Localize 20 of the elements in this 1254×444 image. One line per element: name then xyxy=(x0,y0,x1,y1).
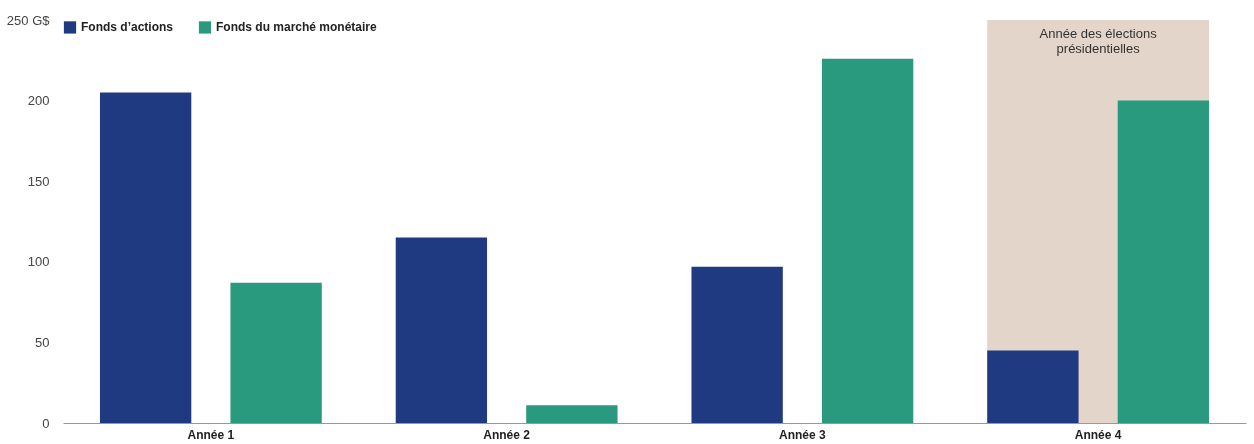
y-tick-label: 250 G$ xyxy=(6,12,51,28)
bar xyxy=(99,92,192,423)
bar xyxy=(987,350,1079,423)
bar xyxy=(395,237,488,423)
y-tick-label: 50 xyxy=(35,334,50,350)
y-tick-label: 100 xyxy=(27,254,50,270)
y-tick-label: 200 xyxy=(27,93,50,109)
x-tick-label: Année 4 xyxy=(1074,427,1122,442)
x-tick-label: Année 3 xyxy=(779,427,827,442)
legend-label: Fonds d’actions xyxy=(81,20,174,35)
x-tick-label: Année 1 xyxy=(187,427,235,442)
y-tick-label: 150 xyxy=(27,173,50,189)
bar xyxy=(230,282,322,423)
legend-label: Fonds du marché monétaire xyxy=(216,20,378,35)
bar xyxy=(821,58,914,423)
band-label: Année des élections présidentielles xyxy=(1039,26,1158,56)
y-tick-label: 0 xyxy=(42,415,50,431)
x-tick-label: Année 2 xyxy=(483,427,531,442)
bar xyxy=(691,266,783,423)
bar xyxy=(526,405,618,423)
